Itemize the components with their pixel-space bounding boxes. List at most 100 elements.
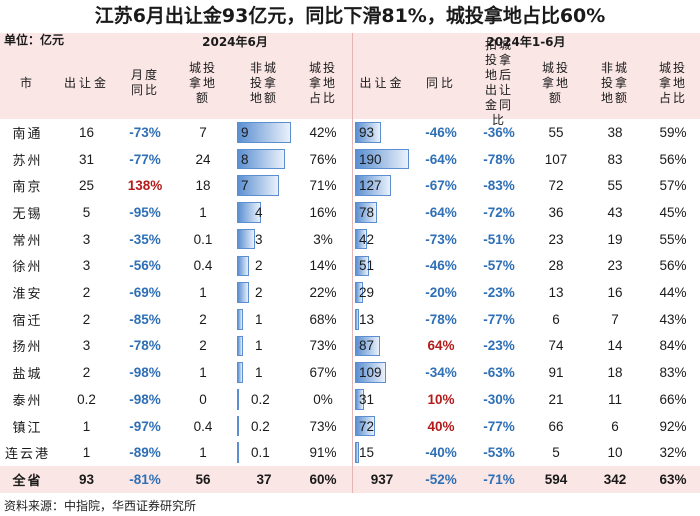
city-name: 扬州 bbox=[12, 340, 43, 356]
table-cell: 2 bbox=[82, 365, 91, 381]
data-bar bbox=[237, 308, 243, 330]
table-cell: 107 bbox=[544, 151, 568, 167]
table-cell: 6 bbox=[611, 418, 619, 434]
table-cell: 84% bbox=[659, 338, 687, 354]
table-cell: -81% bbox=[129, 471, 161, 487]
bar-transfer-ytd: 72 bbox=[355, 413, 409, 440]
table-cell: 5 bbox=[552, 445, 560, 461]
data-bar bbox=[355, 282, 364, 303]
table-cell: -64% bbox=[425, 204, 457, 220]
table-cell: 44% bbox=[659, 285, 687, 301]
table-cell: -34% bbox=[425, 365, 457, 381]
bar-value-label: 42 bbox=[359, 231, 375, 247]
period-label-right: 2024年1-6月 bbox=[486, 34, 566, 49]
bar-non-chengtou-june: 9 bbox=[237, 119, 291, 146]
data-bar bbox=[355, 148, 409, 170]
table-cell: 19 bbox=[607, 231, 623, 247]
bar-value-label: 7 bbox=[241, 178, 249, 194]
bar-non-chengtou-june: 0.2 bbox=[237, 413, 291, 440]
table-cell: 71% bbox=[309, 178, 337, 194]
table-cell: 21 bbox=[548, 391, 564, 407]
bar-value-label: 2 bbox=[255, 285, 263, 301]
bar-transfer-ytd: 87 bbox=[355, 333, 409, 360]
data-bar bbox=[237, 148, 285, 170]
city-name: 苏州 bbox=[12, 153, 43, 169]
data-table: 单位：亿元 2024年6月 2024年1-6月市出让金 月度同比 城投拿地额 非城投拿地额… bbox=[0, 33, 700, 495]
bar-value-label: 78 bbox=[359, 204, 375, 220]
bar-value-label: 2 bbox=[255, 258, 263, 274]
bar-value-label: 87 bbox=[359, 338, 375, 354]
table-cell: -56% bbox=[129, 258, 161, 274]
bar-value-label: 1 bbox=[255, 365, 263, 381]
table-cell: 2 bbox=[199, 311, 207, 327]
data-bar bbox=[355, 308, 359, 330]
data-bar bbox=[237, 175, 279, 197]
table-cell: 7 bbox=[611, 311, 619, 327]
table-cell: 342 bbox=[603, 471, 627, 487]
table-cell: 2 bbox=[82, 311, 91, 327]
table-cell: 24 bbox=[195, 151, 211, 167]
bar-value-label: 190 bbox=[359, 151, 382, 167]
unit-label: 单位：亿元 bbox=[4, 33, 65, 47]
table-cell: 937 bbox=[370, 471, 394, 487]
table-cell: 55 bbox=[607, 178, 623, 194]
table-cell: 1 bbox=[82, 445, 91, 461]
table-cell: 64% bbox=[427, 338, 455, 354]
table-cell: -57% bbox=[483, 258, 515, 274]
table-cell: -46% bbox=[425, 124, 457, 140]
table-cell: -40% bbox=[425, 445, 457, 461]
bar-transfer-ytd: 78 bbox=[355, 199, 409, 226]
table-cell: -78% bbox=[425, 311, 457, 327]
table-cell: -83% bbox=[483, 178, 515, 194]
bar-value-label: 29 bbox=[359, 285, 375, 301]
bar-value-label: 93 bbox=[359, 124, 375, 140]
bar-transfer-ytd: 190 bbox=[355, 146, 409, 173]
table-cell: 0.4 bbox=[193, 418, 213, 434]
table-cell: 66% bbox=[659, 391, 687, 407]
column-header-6: 出让金 bbox=[359, 75, 405, 90]
data-bar bbox=[355, 202, 378, 223]
column-header-9: 城投拿地额 bbox=[541, 60, 570, 105]
header-background bbox=[0, 33, 700, 119]
table-cell: 43% bbox=[659, 311, 687, 327]
bar-non-chengtou-june: 7 bbox=[237, 172, 291, 199]
table-cell: 10 bbox=[607, 445, 623, 461]
table-cell: -36% bbox=[483, 124, 515, 140]
table-cell: 18 bbox=[607, 365, 623, 381]
table-cell: 14% bbox=[309, 258, 337, 274]
city-name: 常州 bbox=[12, 233, 43, 249]
table-cell: 3 bbox=[82, 258, 91, 274]
table-cell: 0% bbox=[313, 391, 333, 407]
bar-value-label: 3 bbox=[255, 231, 263, 247]
table-cell: -20% bbox=[425, 285, 457, 301]
bar-non-chengtou-june: 8 bbox=[237, 146, 291, 173]
bar-non-chengtou-june: 2 bbox=[237, 279, 291, 306]
data-bar bbox=[355, 362, 386, 383]
table-cell: 594 bbox=[544, 471, 568, 487]
data-bar bbox=[355, 255, 370, 277]
table-cell: -72% bbox=[483, 204, 515, 220]
table-cell: 91 bbox=[548, 365, 564, 381]
table-cell: 138% bbox=[127, 178, 163, 194]
table-cell: 83% bbox=[659, 365, 687, 381]
table-cell: -63% bbox=[483, 365, 515, 381]
column-header-2: 月度同比 bbox=[130, 68, 159, 97]
table-cell: -52% bbox=[425, 471, 457, 487]
bar-transfer-ytd: 109 bbox=[355, 359, 409, 386]
bar-non-chengtou-june: 2 bbox=[237, 253, 291, 280]
city-name: 全省 bbox=[12, 473, 43, 489]
city-name: 盐城 bbox=[12, 367, 43, 383]
table-cell: -98% bbox=[129, 391, 161, 407]
table-cell: -30% bbox=[483, 391, 515, 407]
table-cell: 57% bbox=[659, 178, 687, 194]
table-cell: -85% bbox=[129, 311, 161, 327]
table-cell: 66 bbox=[548, 418, 564, 434]
bar-transfer-ytd: 13 bbox=[355, 306, 409, 333]
bar-transfer-ytd: 93 bbox=[355, 119, 409, 146]
period-label-left: 2024年6月 bbox=[202, 34, 268, 49]
table-cell: -89% bbox=[129, 445, 161, 461]
data-bar bbox=[355, 335, 380, 357]
column-header-1: 出让金 bbox=[63, 75, 109, 90]
chart-title: 江苏6月出让金93亿元，同比下滑81%，城投拿地占比60% bbox=[94, 5, 606, 27]
table-cell: -95% bbox=[129, 204, 161, 220]
